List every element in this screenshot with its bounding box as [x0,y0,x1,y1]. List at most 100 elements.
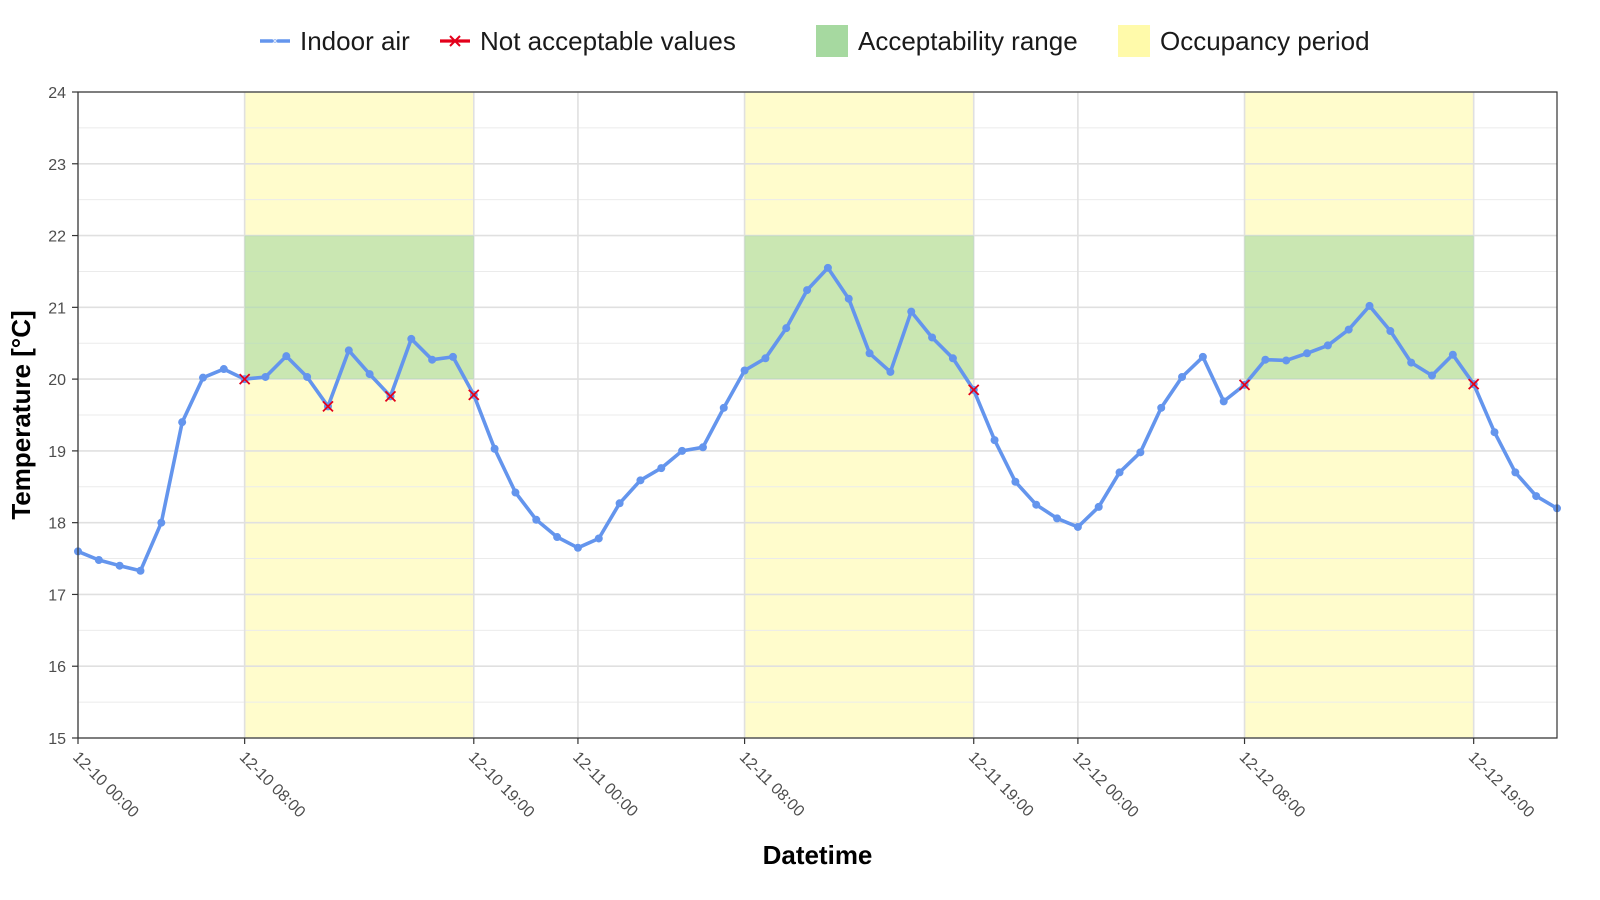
indoor-air-point [1303,349,1312,358]
indoor-air-point [365,370,374,379]
cross-stroke [968,384,980,396]
indoor-air-point [928,333,937,342]
indoor-air-point [657,464,666,473]
indoor-air-point [1011,477,1020,486]
panel-border [77,91,1558,739]
indoor-air-point [448,352,457,361]
indoor-air-point [219,365,228,374]
x-axis-ticks: 12-10 00:00 12-10 08:00 12-10 19:00 12-11 0… [69,738,1537,821]
y-tick-label: 18 [48,516,66,533]
x-tick-label: 12-12 19:00 [1465,749,1537,821]
legend-item: Indoor air [260,26,410,56]
indoor-air-point [490,444,499,453]
cross-stroke [322,400,334,413]
indoor-air-point [573,543,582,552]
indoor-air-point [719,403,728,412]
indoor-air-point [886,367,895,376]
indoor-air-point [823,263,832,272]
indoor-air-point [1386,327,1395,336]
indoor-air-point [948,354,957,363]
legend-label: Not acceptable values [480,26,736,56]
indoor-air-point [511,488,520,497]
indoor-air-point [1365,301,1374,310]
indoor-air-point [865,349,874,358]
indoor-air-point [844,294,853,303]
not-acceptable-marker [468,389,480,401]
y-axis-ticks: 15 16 17 18 19 20 21 22 23 24 [48,85,78,748]
indoor-air-point [1490,428,1499,437]
indoor-air-point [532,515,541,524]
indoor-air-point [1073,522,1082,531]
indoor-air-point [594,534,603,543]
legend-fill-swatch [1118,25,1150,57]
x-tick-label: 12-10 19:00 [465,749,537,821]
legend-cross-mark [449,35,461,47]
not-acceptable-marker [1238,379,1251,391]
x-tick-label: 12-11 19:00 [965,749,1037,821]
indoor-air-point [1261,355,1270,364]
indoor-air-point [990,436,999,445]
indoor-air-point [178,418,187,427]
indoor-air-point [1115,468,1124,477]
cross-stroke [468,389,480,401]
x-tick-label: 12-12 00:00 [1069,749,1141,821]
indoor-air-point [428,355,437,364]
x-tick-label: 12-10 08:00 [236,749,308,821]
indoor-air-point [1198,352,1207,361]
legend-item: Occupancy period [1118,25,1370,57]
series-layer [74,263,1561,575]
x-axis-title: Datetime [763,840,873,870]
indoor-air-point [1053,514,1062,523]
cross-stroke [1238,379,1251,391]
cross-stroke [239,373,251,385]
y-axis-title: Temperature [°C] [6,310,36,519]
indoor-air-point [261,372,270,381]
y-tick-label: 22 [48,229,66,246]
acceptability-bands [244,235,1474,380]
indoor-air-point [136,566,145,575]
y-tick-label: 20 [48,372,66,389]
indoor-air-point [1407,358,1416,367]
indoor-air-point [553,533,562,542]
x-tick-label: 12-12 08:00 [1236,749,1308,821]
y-tick-label: 23 [48,157,66,174]
indoor-air-point [1157,403,1166,412]
indoor-air-point [1219,397,1228,406]
indoor-air-point [678,446,687,455]
legend-cross-mark [270,36,280,46]
not-acceptable-marker [968,384,980,396]
indoor-air-point [1323,341,1332,350]
acceptability-band [744,235,974,380]
indoor-air-point [782,324,791,333]
indoor-air-point [1532,492,1541,501]
legend-label: Indoor air [300,26,410,56]
indoor-air-point [1448,350,1457,359]
x-tick-label: 12-11 00:00 [569,749,641,821]
not-acceptable-marker [1468,378,1480,390]
indoor-air-point [907,307,916,316]
indoor-air-point [1032,500,1041,509]
not-acceptable-marker [322,400,334,413]
legend-label: Acceptability range [858,26,1078,56]
cross-stroke [384,390,397,402]
indoor-air-point [1178,372,1187,381]
indoor-air-point [344,346,353,355]
indoor-air-point [157,518,166,527]
indoor-air-point [282,352,291,361]
legend-label: Occupancy period [1160,26,1370,56]
acceptability-band [1244,235,1474,380]
cross-stroke [1468,378,1480,390]
indoor-air-point [615,499,624,508]
legend-fill-swatch [816,25,848,57]
y-tick-label: 15 [48,731,66,748]
indoor-air-point [1136,448,1145,457]
indoor-air-point [761,354,770,363]
indoor-air-point [1282,356,1291,365]
x-tick-label: 12-11 08:00 [736,749,808,821]
indoor-air-point [303,372,312,381]
legend: Indoor air Not acceptable values Acceptabi… [260,25,1370,57]
legend-item: Not acceptable values [440,26,736,56]
y-tick-label: 16 [48,659,66,676]
not-acceptable-marker [384,390,397,402]
